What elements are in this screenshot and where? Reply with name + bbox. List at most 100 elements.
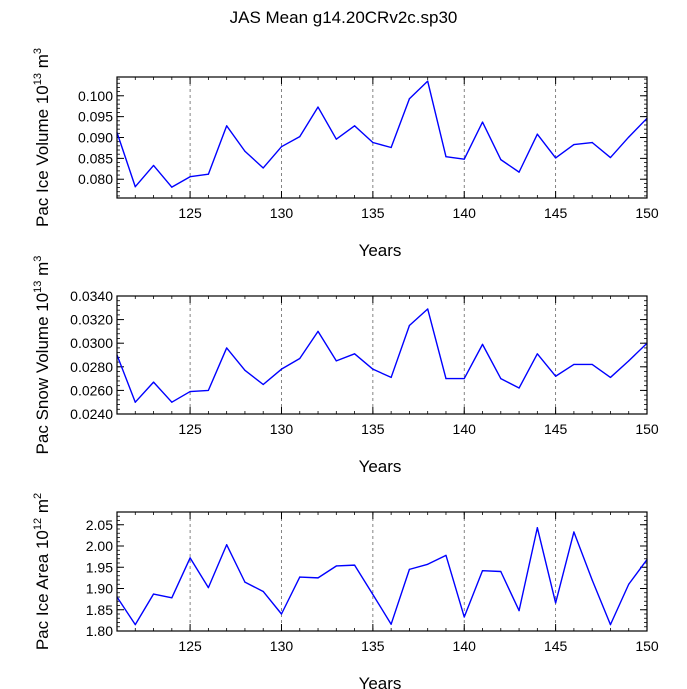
- chart-panel-1: 125 130 135 140 145 150 0.080 0.085 0.090 0.095 0.…: [32, 48, 659, 260]
- data-point: [609, 624, 612, 626]
- data-point: [280, 368, 283, 370]
- data-point: [445, 378, 447, 380]
- data-point: [481, 121, 484, 123]
- y-tick-label: 2.05: [86, 517, 113, 533]
- y-axis-label-part: 13: [32, 281, 44, 293]
- data-point: [609, 376, 612, 379]
- data-point: [408, 568, 411, 570]
- y-axis-label-part: 3: [32, 48, 44, 54]
- data-point: [591, 579, 593, 581]
- data-point: [134, 186, 136, 188]
- data-point: [628, 360, 630, 362]
- data-point: [280, 613, 283, 615]
- data-point: [372, 593, 374, 596]
- data-point: [134, 624, 136, 626]
- y-axis-label-part: 10: [33, 293, 52, 312]
- data-point: [207, 173, 209, 175]
- data-point: [536, 133, 538, 135]
- data-point: [390, 376, 392, 379]
- data-point: [372, 141, 374, 144]
- data-point: [207, 389, 209, 391]
- x-tick-label: 150: [635, 638, 659, 654]
- y-axis-label: Pac Snow Volume 1013 m3: [32, 256, 52, 455]
- data-point: [372, 368, 374, 370]
- data-point: [573, 531, 575, 533]
- data-point: [134, 401, 136, 403]
- x-tick-label: 140: [453, 205, 477, 221]
- data-point: [244, 150, 246, 152]
- data-point: [171, 597, 173, 599]
- x-axis-label: Years: [359, 674, 402, 689]
- y-tick-label: 0.0260: [70, 382, 113, 398]
- y-tick-label: 0.0240: [70, 406, 113, 422]
- y-axis-label-part: m: [33, 54, 52, 73]
- data-point: [262, 590, 264, 593]
- data-point: [171, 401, 173, 403]
- data-point: [299, 136, 301, 138]
- data-point: [555, 375, 557, 377]
- data-point: [335, 138, 337, 140]
- data-point: [390, 623, 392, 625]
- x-tick-label: 125: [178, 638, 202, 654]
- x-tick-label: 130: [270, 421, 294, 437]
- data-point: [628, 136, 630, 138]
- chart-panel-3: 125 130 135 140 145 150 1.80 1.85 1.90 1.95 2.00 2.…: [32, 493, 659, 689]
- data-point: [536, 353, 538, 355]
- y-tick-label: 1.95: [86, 559, 113, 575]
- data-point: [445, 554, 447, 556]
- data-point: [518, 387, 520, 389]
- data-point: [152, 593, 155, 595]
- data-point: [335, 565, 337, 567]
- page-title: JAS Mean g14.20CRv2c.sp30: [229, 8, 458, 27]
- x-tick-label: 125: [178, 205, 202, 221]
- data-point: [335, 360, 337, 362]
- data-point: [463, 158, 465, 160]
- y-tick-label: 0.080: [78, 171, 113, 187]
- data-point: [609, 156, 612, 159]
- y-axis-label: Pac Ice Area 1012 m2: [32, 493, 52, 650]
- data-point: [536, 527, 538, 529]
- chart-panel-2: 125 130 135 140 145 150 0.0240 0.0260 0.0280 0.03…: [32, 256, 659, 476]
- x-tick-label: 130: [270, 638, 294, 654]
- data-point: [299, 576, 301, 578]
- data-point: [262, 167, 264, 169]
- data-point: [408, 98, 411, 100]
- y-axis-label: Pac Ice Volume 1013 m3: [32, 48, 52, 227]
- x-axis-label: Years: [359, 241, 402, 260]
- data-point: [500, 378, 502, 380]
- x-tick-label: 145: [544, 205, 568, 221]
- data-point: [445, 156, 447, 158]
- data-point: [463, 616, 465, 618]
- y-tick-label: 0.0320: [70, 312, 113, 328]
- data-point: [628, 583, 630, 585]
- plot-frame: [116, 295, 648, 415]
- data-point: [408, 324, 411, 327]
- data-point: [427, 308, 429, 310]
- data-point: [518, 171, 520, 173]
- data-point: [500, 570, 502, 573]
- data-point: [427, 80, 429, 82]
- data-point: [299, 357, 301, 360]
- y-tick-label: 1.85: [86, 602, 113, 618]
- y-tick-label: 0.0340: [70, 288, 113, 304]
- plot-frame: [116, 511, 648, 632]
- x-tick-label: 125: [178, 421, 202, 437]
- data-point: [463, 378, 465, 380]
- x-tick-label: 130: [270, 205, 294, 221]
- data-point: [591, 363, 593, 366]
- x-tick-label: 145: [544, 421, 568, 437]
- data-point: [207, 587, 209, 589]
- x-tick-label: 135: [361, 638, 385, 654]
- data-point: [244, 369, 246, 371]
- y-tick-label: 1.90: [86, 581, 113, 597]
- data-point: [555, 157, 557, 159]
- y-axis-label-part: 10: [33, 530, 52, 549]
- data-point: [262, 383, 264, 386]
- y-tick-label: 0.0280: [70, 359, 113, 375]
- data-point: [226, 347, 228, 349]
- x-axis-label: Years: [359, 457, 402, 476]
- y-tick-label: 0.090: [78, 130, 113, 146]
- x-tick-label: 140: [453, 638, 477, 654]
- plot-frame: [116, 76, 648, 199]
